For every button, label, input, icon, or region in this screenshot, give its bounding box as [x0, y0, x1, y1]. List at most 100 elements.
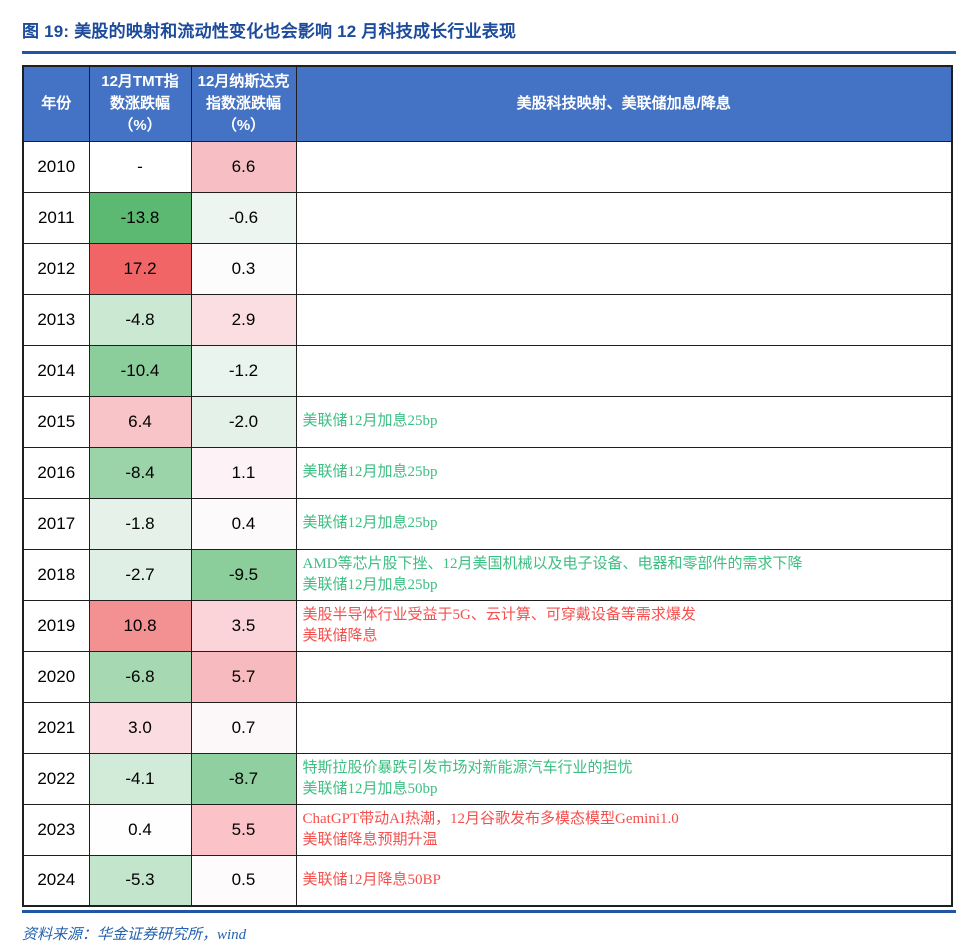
note-cell [295, 344, 953, 397]
table-row: 2011 -13.8 -0.6 [22, 191, 953, 244]
table-row: 2022 -4.1 -8.7 特斯拉股价暴跌引发市场对新能源汽车行业的担忧 美联储12月… [22, 752, 953, 805]
note-cell [295, 242, 953, 295]
year-cell: 2019 [22, 599, 90, 652]
year-cell: 2010 [22, 140, 90, 193]
note-cell: 特斯拉股价暴跌引发市场对新能源汽车行业的担忧 美联储12月加息50bp [295, 752, 953, 805]
note-cell [295, 650, 953, 703]
nasdaq-value-cell: 1.1 [190, 446, 297, 499]
note-cell: ChatGPT带动AI热潮，12月谷歌发布多模态模型Gemini1.0 美联储降息… [295, 803, 953, 856]
nasdaq-value-cell: 5.5 [190, 803, 297, 856]
tmt-value-cell: -2.7 [88, 548, 192, 601]
note-line: ChatGPT带动AI热潮，12月谷歌发布多模态模型Gemini1.0 [302, 810, 679, 827]
table-row: 2017 -1.8 0.4 美联储12月加息25bp [22, 497, 953, 550]
source-text: 资料来源：华金证券研究所，wind [22, 927, 247, 942]
footer-rule [22, 910, 956, 913]
nasdaq-value-cell: 0.7 [190, 701, 297, 754]
column-header: 12月纳斯达克指数涨跌幅（%） [190, 65, 297, 142]
nasdaq-value-cell: -2.0 [190, 395, 297, 448]
note-line: AMD等芯片股下挫、12月美国机械以及电子设备、电器和零部件的需求下降 [302, 555, 803, 572]
column-header: 年份 [22, 65, 90, 142]
nasdaq-value-cell: 5.7 [190, 650, 297, 703]
note-cell: 美股半导体行业受益于5G、云计算、可穿戴设备等需求爆发 美联储降息 [295, 599, 953, 652]
table-row: 2015 6.4 -2.0 美联储12月加息25bp [22, 395, 953, 448]
table-row: 2023 0.4 5.5 ChatGPT带动AI热潮，12月谷歌发布多模态模型Gemi… [22, 803, 953, 856]
note-line: 美联储12月降息50BP [302, 871, 441, 888]
tmt-value-cell: -8.4 [88, 446, 192, 499]
nasdaq-value-cell: 0.5 [190, 854, 297, 907]
table-header: 年份 12月TMT指数涨跌幅（%） 12月纳斯达克指数涨跌幅（%） 美股科技映射、美联… [22, 65, 953, 142]
note-line: 美联储12月加息25bp [302, 576, 438, 593]
note-line: 美联储12月加息50bp [302, 780, 438, 797]
note-line: 美股半导体行业受益于5G、云计算、可穿戴设备等需求爆发 [302, 606, 696, 623]
tmt-value-cell: 3.0 [88, 701, 192, 754]
tmt-value-cell: 17.2 [88, 242, 192, 295]
year-cell: 2011 [22, 191, 90, 244]
year-cell: 2012 [22, 242, 90, 295]
year-cell: 2016 [22, 446, 90, 499]
tmt-value-cell: -6.8 [88, 650, 192, 703]
table-row: 2012 17.2 0.3 [22, 242, 953, 295]
data-table: 年份 12月TMT指数涨跌幅（%） 12月纳斯达克指数涨跌幅（%） 美股科技映射、美联… [22, 65, 953, 907]
table-row: 2020 -6.8 5.7 [22, 650, 953, 703]
year-cell: 2013 [22, 293, 90, 346]
tmt-value-cell: -1.8 [88, 497, 192, 550]
year-cell: 2022 [22, 752, 90, 805]
year-cell: 2023 [22, 803, 90, 856]
figure-title: 图 19: 美股的映射和流动性变化也会影响 12 月科技成长行业表现 [22, 22, 517, 41]
nasdaq-value-cell: 6.6 [190, 140, 297, 193]
table-row: 2016 -8.4 1.1 美联储12月加息25bp [22, 446, 953, 499]
year-cell: 2017 [22, 497, 90, 550]
tmt-value-cell: 6.4 [88, 395, 192, 448]
header-row: 年份 12月TMT指数涨跌幅（%） 12月纳斯达克指数涨跌幅（%） 美股科技映射、美联… [22, 65, 953, 142]
note-cell [295, 140, 953, 193]
year-cell: 2020 [22, 650, 90, 703]
table-body: 2010-6.6 2011 -13.8 -0.6 2012 17.2 0.3 2013 -4.8… [22, 140, 953, 907]
year-cell: 2018 [22, 548, 90, 601]
note-line: 美联储降息 [302, 627, 378, 644]
note-cell: 美联储12月降息50BP [295, 854, 953, 907]
nasdaq-value-cell: 2.9 [190, 293, 297, 346]
tmt-value-cell: -10.4 [88, 344, 192, 397]
nasdaq-value-cell: -8.7 [190, 752, 297, 805]
table-row: 2013 -4.8 2.9 [22, 293, 953, 346]
tmt-value-cell: -4.1 [88, 752, 192, 805]
note-line: 美联储12月加息25bp [302, 515, 438, 531]
nasdaq-value-cell: -9.5 [190, 548, 297, 601]
table-row: 2018 -2.7 -9.5 AMD等芯片股下挫、12月美国机械以及电子设备、电器和零… [22, 548, 953, 601]
note-cell [295, 191, 953, 244]
year-cell: 2021 [22, 701, 90, 754]
note-cell: 美联储12月加息25bp [295, 497, 953, 550]
table-row: 2019 10.8 3.5 美股半导体行业受益于5G、云计算、可穿戴设备等需求爆发 美联… [22, 599, 953, 652]
title-rule [22, 51, 956, 54]
tmt-value-cell: 10.8 [88, 599, 192, 652]
note-cell [295, 701, 953, 754]
tmt-value-cell: -4.8 [88, 293, 192, 346]
tmt-value-cell: -5.3 [88, 854, 192, 907]
tmt-value-cell: - [88, 140, 192, 193]
nasdaq-value-cell: 3.5 [190, 599, 297, 652]
tmt-value-cell: -13.8 [88, 191, 192, 244]
note-cell [295, 293, 953, 346]
note-line: 美联储12月加息25bp [302, 413, 438, 429]
nasdaq-value-cell: -1.2 [190, 344, 297, 397]
table-row: 2014 -10.4 -1.2 [22, 344, 953, 397]
table-row: 2024 -5.3 0.5 美联储12月降息50BP [22, 854, 953, 907]
table-row: 2021 3.0 0.7 [22, 701, 953, 754]
column-header: 12月TMT指数涨跌幅（%） [88, 65, 192, 142]
table-row: 2010-6.6 [22, 140, 953, 193]
nasdaq-value-cell: -0.6 [190, 191, 297, 244]
note-line: 美联储12月加息25bp [302, 464, 438, 480]
note-line: 美联储降息预期升温 [302, 831, 438, 848]
column-header: 美股科技映射、美联储加息/降息 [295, 65, 953, 142]
note-cell: 美联储12月加息25bp [295, 446, 953, 499]
year-cell: 2015 [22, 395, 90, 448]
note-cell: AMD等芯片股下挫、12月美国机械以及电子设备、电器和零部件的需求下降 美联储12… [295, 548, 953, 601]
nasdaq-value-cell: 0.3 [190, 242, 297, 295]
year-cell: 2014 [22, 344, 90, 397]
note-line: 特斯拉股价暴跌引发市场对新能源汽车行业的担忧 [302, 759, 633, 776]
note-cell: 美联储12月加息25bp [295, 395, 953, 448]
year-cell: 2024 [22, 854, 90, 907]
tmt-value-cell: 0.4 [88, 803, 192, 856]
nasdaq-value-cell: 0.4 [190, 497, 297, 550]
